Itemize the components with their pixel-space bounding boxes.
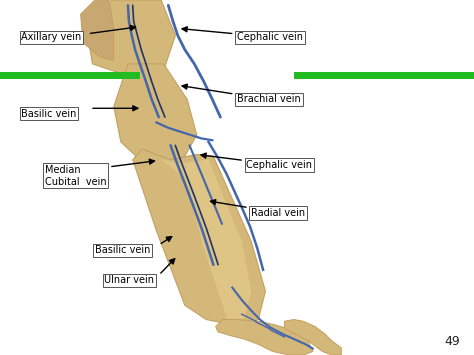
Polygon shape bbox=[81, 0, 114, 60]
Text: Ulnar vein: Ulnar vein bbox=[104, 275, 154, 285]
Text: Median
Cubital  vein: Median Cubital vein bbox=[45, 165, 107, 186]
Polygon shape bbox=[216, 320, 313, 355]
Text: Cephalic vein: Cephalic vein bbox=[246, 160, 312, 170]
FancyBboxPatch shape bbox=[294, 72, 474, 79]
Polygon shape bbox=[161, 160, 251, 320]
Text: Cephalic vein: Cephalic vein bbox=[237, 32, 303, 42]
Polygon shape bbox=[114, 64, 197, 163]
Text: Basilic vein: Basilic vein bbox=[21, 109, 77, 119]
Text: Basilic vein: Basilic vein bbox=[95, 245, 150, 255]
Text: Axillary vein: Axillary vein bbox=[21, 32, 82, 42]
Polygon shape bbox=[284, 320, 341, 355]
Text: 49: 49 bbox=[444, 335, 460, 348]
Text: Radial vein: Radial vein bbox=[251, 208, 305, 218]
Text: Brachial vein: Brachial vein bbox=[237, 94, 301, 104]
Polygon shape bbox=[133, 149, 265, 327]
Polygon shape bbox=[88, 0, 175, 78]
FancyBboxPatch shape bbox=[0, 72, 140, 79]
